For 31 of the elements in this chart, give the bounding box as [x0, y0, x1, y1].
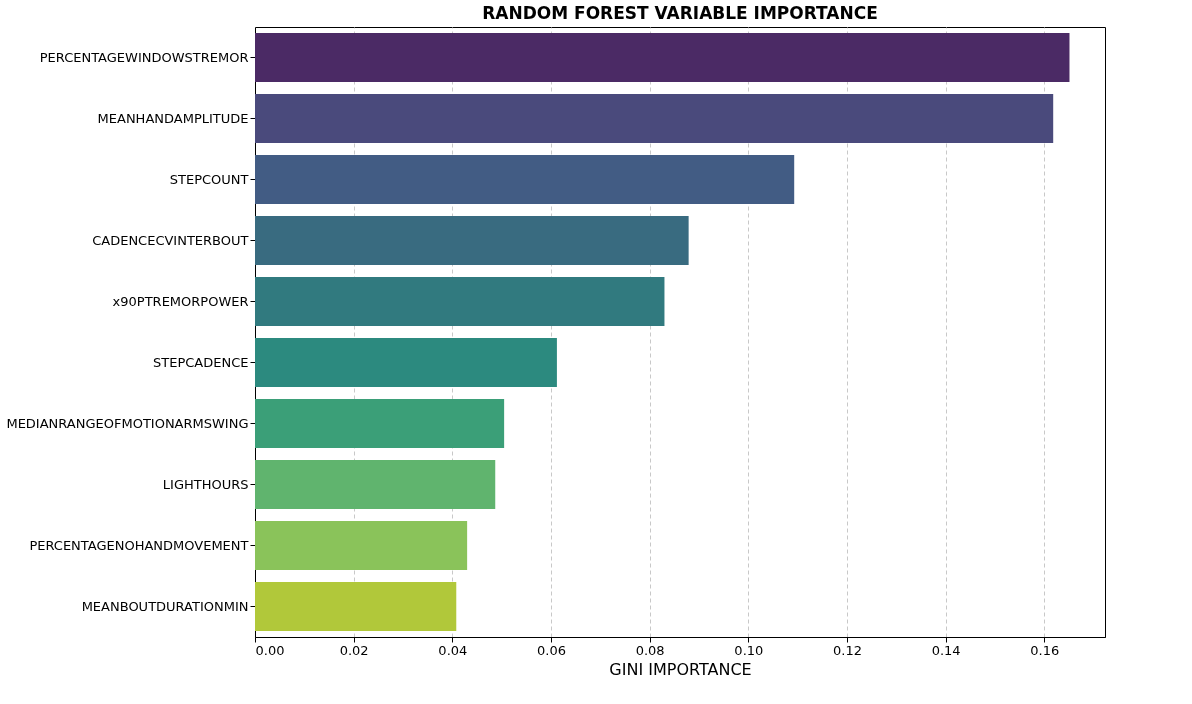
bar [255, 582, 457, 631]
bar [255, 94, 1054, 143]
y-tick-label: MEANBOUTDURATIONMIN [81, 598, 249, 614]
y-tick-label: x90PTREMORPOWER [112, 293, 249, 309]
x-tick-label: 0.08 [635, 642, 665, 658]
x-tick-label: 0.10 [734, 642, 764, 658]
y-tick-label: STEPCADENCE [153, 354, 249, 370]
y-tick-label: MEANHANDAMPLITUDE [97, 110, 249, 126]
x-tick-label: 0.16 [1030, 642, 1060, 658]
bar [255, 521, 468, 570]
x-tick-label: 0.04 [438, 642, 468, 658]
y-tick-label: STEPCOUNT [169, 171, 249, 187]
bar [255, 338, 557, 387]
x-tick-label: 0.02 [339, 642, 369, 658]
y-tick-label: LIGHTHOURS [162, 476, 249, 492]
chart-title: RANDOM FOREST VARIABLE IMPORTANCE [482, 3, 878, 23]
y-tick-label: PERCENTAGEWINDOWSTREMOR [39, 49, 249, 65]
x-tick-label: 0.14 [931, 642, 961, 658]
x-axis-title: GINI IMPORTANCE [609, 659, 752, 679]
y-tick-label: PERCENTAGENOHANDMOVEMENT [29, 537, 249, 553]
bar [255, 460, 496, 509]
x-tick-label: 0.12 [833, 642, 862, 658]
bar [255, 155, 795, 204]
y-tick-label: CADENCECVINTERBOUT [92, 232, 249, 248]
x-tick-label: 0.06 [537, 642, 566, 658]
bar [255, 33, 1070, 82]
bar [255, 216, 689, 265]
x-tick-label: 0.00 [255, 642, 285, 658]
bar [255, 399, 505, 448]
bar [255, 277, 665, 326]
y-tick-label: MEDIANRANGEOFMOTIONARMSWING [6, 415, 249, 431]
